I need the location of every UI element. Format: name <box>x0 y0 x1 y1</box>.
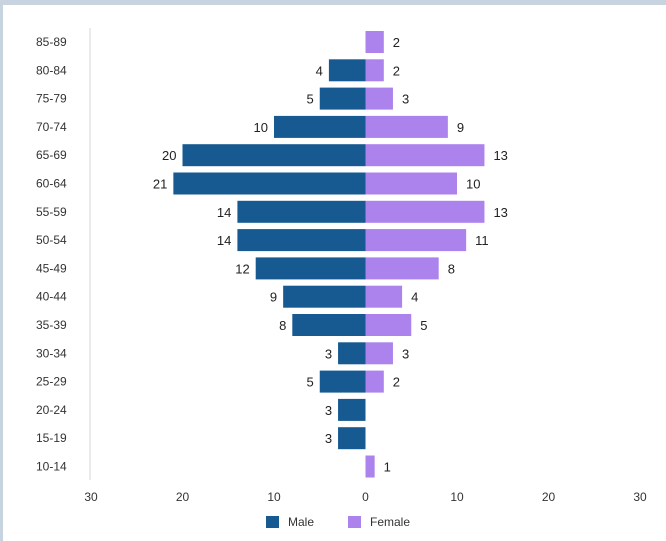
bar-male-60-64 <box>173 172 366 195</box>
value-label-male-40-44: 9 <box>270 290 277 305</box>
bar-male-55-59 <box>237 200 366 223</box>
bar-male-30-34 <box>338 342 366 365</box>
value-label-female-35-39: 5 <box>420 318 427 333</box>
value-label-male-25-29: 5 <box>307 375 314 390</box>
bar-male-35-39 <box>292 314 366 336</box>
x-tick-label: 10 <box>450 490 464 504</box>
value-label-female-10-14: 1 <box>384 460 391 475</box>
bar-female-25-29 <box>365 370 384 393</box>
x-tick-label: 0 <box>362 490 369 504</box>
bar-female-10-14 <box>365 455 375 478</box>
bar-female-40-44 <box>365 285 403 308</box>
category-label-60-64: 60-64 <box>36 177 67 191</box>
legend-swatch-male <box>266 516 279 528</box>
category-label-45-49: 45-49 <box>36 261 67 275</box>
x-tick-label: 30 <box>84 490 98 504</box>
bar-male-70-74 <box>274 115 366 138</box>
category-label-30-34: 30-34 <box>36 346 67 360</box>
value-label-male-55-59: 14 <box>217 205 231 220</box>
bar-female-75-79 <box>365 87 393 110</box>
x-tick-label: 20 <box>542 490 556 504</box>
legend-label-female: Female <box>370 515 410 529</box>
bar-female-35-39 <box>365 314 412 336</box>
value-label-female-30-34: 3 <box>402 346 409 361</box>
value-label-male-35-39: 8 <box>279 318 286 333</box>
value-label-male-20-24: 3 <box>325 403 332 418</box>
value-label-female-60-64: 10 <box>466 177 480 192</box>
category-label-70-74: 70-74 <box>36 120 67 134</box>
bar-female-55-59 <box>365 200 485 223</box>
bar-male-65-69 <box>182 144 366 167</box>
value-label-female-70-74: 9 <box>457 120 464 135</box>
bar-female-50-54 <box>365 229 467 252</box>
value-label-male-45-49: 12 <box>235 261 249 276</box>
category-label-80-84: 80-84 <box>36 63 67 77</box>
category-label-15-19: 15-19 <box>36 431 67 445</box>
value-label-female-40-44: 4 <box>411 290 418 305</box>
x-tick-label: 20 <box>176 490 190 504</box>
value-label-female-50-54: 11 <box>475 233 489 248</box>
category-label-25-29: 25-29 <box>36 375 67 389</box>
bar-female-80-84 <box>365 59 384 82</box>
x-tick-label: 10 <box>267 490 281 504</box>
bar-male-45-49 <box>255 257 366 280</box>
legend: Male Female <box>266 515 410 529</box>
bars <box>173 31 485 478</box>
bar-male-40-44 <box>283 285 366 308</box>
value-label-female-80-84: 2 <box>393 63 400 78</box>
category-label-10-14: 10-14 <box>36 460 67 474</box>
value-label-male-15-19: 3 <box>325 431 332 446</box>
category-label-40-44: 40-44 <box>36 290 67 304</box>
x-tick-labels: 30 20 10 0 10 20 30 <box>84 490 647 504</box>
x-tick-label: 30 <box>633 490 647 504</box>
bar-male-75-79 <box>319 87 366 110</box>
bar-female-30-34 <box>365 342 393 365</box>
bar-male-20-24 <box>338 398 366 421</box>
value-label-female-75-79: 3 <box>402 92 409 107</box>
value-label-female-85-89: 2 <box>393 35 400 50</box>
legend-label-male: Male <box>288 515 314 529</box>
value-label-female-45-49: 8 <box>448 261 455 276</box>
value-label-male-70-74: 10 <box>254 120 268 135</box>
bar-female-70-74 <box>365 115 448 138</box>
category-label-35-39: 35-39 <box>36 318 67 332</box>
value-label-male-65-69: 20 <box>162 148 176 163</box>
category-label-20-24: 20-24 <box>36 403 67 417</box>
bar-female-45-49 <box>365 257 439 280</box>
bar-female-65-69 <box>365 144 485 167</box>
value-label-female-65-69: 13 <box>493 148 507 163</box>
category-labels: 85-89 80-84 75-79 70-74 65-69 60-64 55-59 50-54… <box>36 35 67 474</box>
bar-male-25-29 <box>319 370 366 393</box>
category-label-75-79: 75-79 <box>36 92 67 106</box>
category-label-55-59: 55-59 <box>36 205 67 219</box>
category-label-85-89: 85-89 <box>36 35 67 49</box>
bar-female-60-64 <box>365 172 457 195</box>
bar-male-15-19 <box>338 427 366 450</box>
value-label-male-50-54: 14 <box>217 233 231 248</box>
bar-male-80-84 <box>328 59 366 82</box>
bar-female-85-89 <box>365 31 384 53</box>
value-label-male-80-84: 4 <box>316 63 323 78</box>
value-label-female-25-29: 2 <box>393 375 400 390</box>
value-label-male-60-64: 21 <box>153 177 167 192</box>
legend-swatch-female <box>348 516 361 528</box>
category-label-50-54: 50-54 <box>36 233 67 247</box>
value-label-male-30-34: 3 <box>325 346 332 361</box>
value-label-female-55-59: 13 <box>493 205 507 220</box>
bar-male-50-54 <box>237 229 366 252</box>
value-label-male-75-79: 5 <box>307 92 314 107</box>
category-label-65-69: 65-69 <box>36 148 67 162</box>
